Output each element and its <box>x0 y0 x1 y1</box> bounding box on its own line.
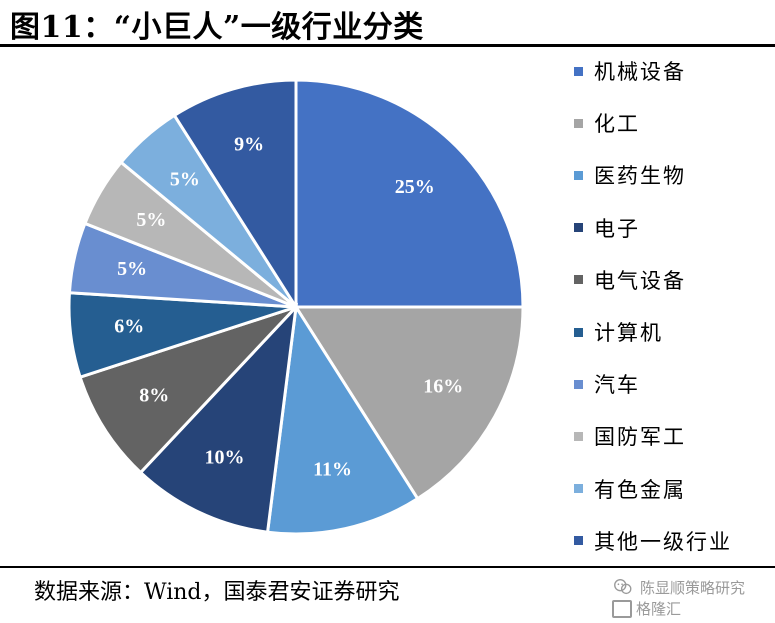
wechat-icon <box>614 578 632 595</box>
pie-data-label-5: 8% <box>139 385 169 407</box>
legend-item: 电气设备 <box>574 267 686 293</box>
legend-swatch <box>574 170 583 180</box>
legend-item: 电子 <box>574 215 640 241</box>
legend-item: 医药生物 <box>574 162 686 188</box>
pie-data-label-10: 9% <box>234 133 264 155</box>
pie-slices <box>67 78 525 536</box>
watermark-row-2: 格隆汇 <box>612 598 681 619</box>
legend-item: 国防军工 <box>574 423 686 449</box>
legend-swatch <box>574 431 583 441</box>
pie-slice-5 <box>78 305 298 475</box>
pie-data-label-1: 25% <box>395 176 435 198</box>
pie-data-label-2: 16% <box>423 375 463 397</box>
legend-swatch <box>574 379 583 389</box>
pie-data-label-4: 10% <box>205 447 245 469</box>
source-note: 数据来源：Wind，国泰君安证券研究 <box>34 580 400 605</box>
legend-swatch <box>574 536 583 546</box>
legend-label: 化工 <box>594 112 640 137</box>
watermark-brand: 格隆汇 <box>636 600 682 618</box>
pie-data-label-7: 5% <box>117 258 147 280</box>
legend-swatch <box>574 484 583 494</box>
pie-labels: 25%16%11%10%8%6%5%5%5%9% <box>114 133 463 480</box>
legend-label: 其他一级行业 <box>594 529 732 554</box>
legend-label: 医药生物 <box>594 164 686 189</box>
pie-slice-4 <box>138 302 299 534</box>
legend-item: 机械设备 <box>574 58 686 84</box>
footer-divider <box>0 566 775 568</box>
pie-slice-10 <box>172 78 298 313</box>
legend-item: 化工 <box>574 110 640 136</box>
gelonghui-logo-icon <box>612 599 632 618</box>
legend-swatch <box>574 275 583 285</box>
legend-item: 汽车 <box>574 371 640 397</box>
title-divider <box>0 44 775 47</box>
pie-chart: 25%16%11%10%8%6%5%5%5%9% <box>67 78 525 536</box>
legend-item: 有色金属 <box>574 476 686 502</box>
legend-label: 机械设备 <box>594 60 686 84</box>
legend-label: 汽车 <box>594 373 640 398</box>
pie-data-label-8: 5% <box>136 209 166 231</box>
legend-swatch <box>574 223 583 233</box>
legend-swatch <box>574 118 583 128</box>
pie-data-label-3: 11% <box>313 458 352 480</box>
chart-title: 图11：“小巨人”一级行业分类 <box>10 10 424 45</box>
legend-item: 其他一级行业 <box>574 528 732 554</box>
watermark-text: 陈显顺策略研究 <box>640 578 746 597</box>
pie-slice-2 <box>293 305 525 501</box>
pie-slice-3 <box>265 302 420 536</box>
pie-slice-1 <box>294 78 525 309</box>
legend-swatch <box>574 66 583 76</box>
pie-data-label-6: 6% <box>114 316 144 338</box>
watermark: 陈显顺策略研究 格隆汇 <box>612 576 745 619</box>
legend-item: 计算机 <box>574 319 663 345</box>
legend-label: 计算机 <box>594 321 663 345</box>
legend-label: 电气设备 <box>594 268 686 293</box>
legend-label: 电子 <box>594 216 640 241</box>
legend-label: 国防军工 <box>594 425 686 450</box>
pie-data-label-9: 5% <box>170 169 200 191</box>
watermark-row-1: 陈显顺策略研究 <box>612 576 745 598</box>
legend-label: 有色金属 <box>594 477 686 502</box>
legend-swatch <box>574 327 583 337</box>
